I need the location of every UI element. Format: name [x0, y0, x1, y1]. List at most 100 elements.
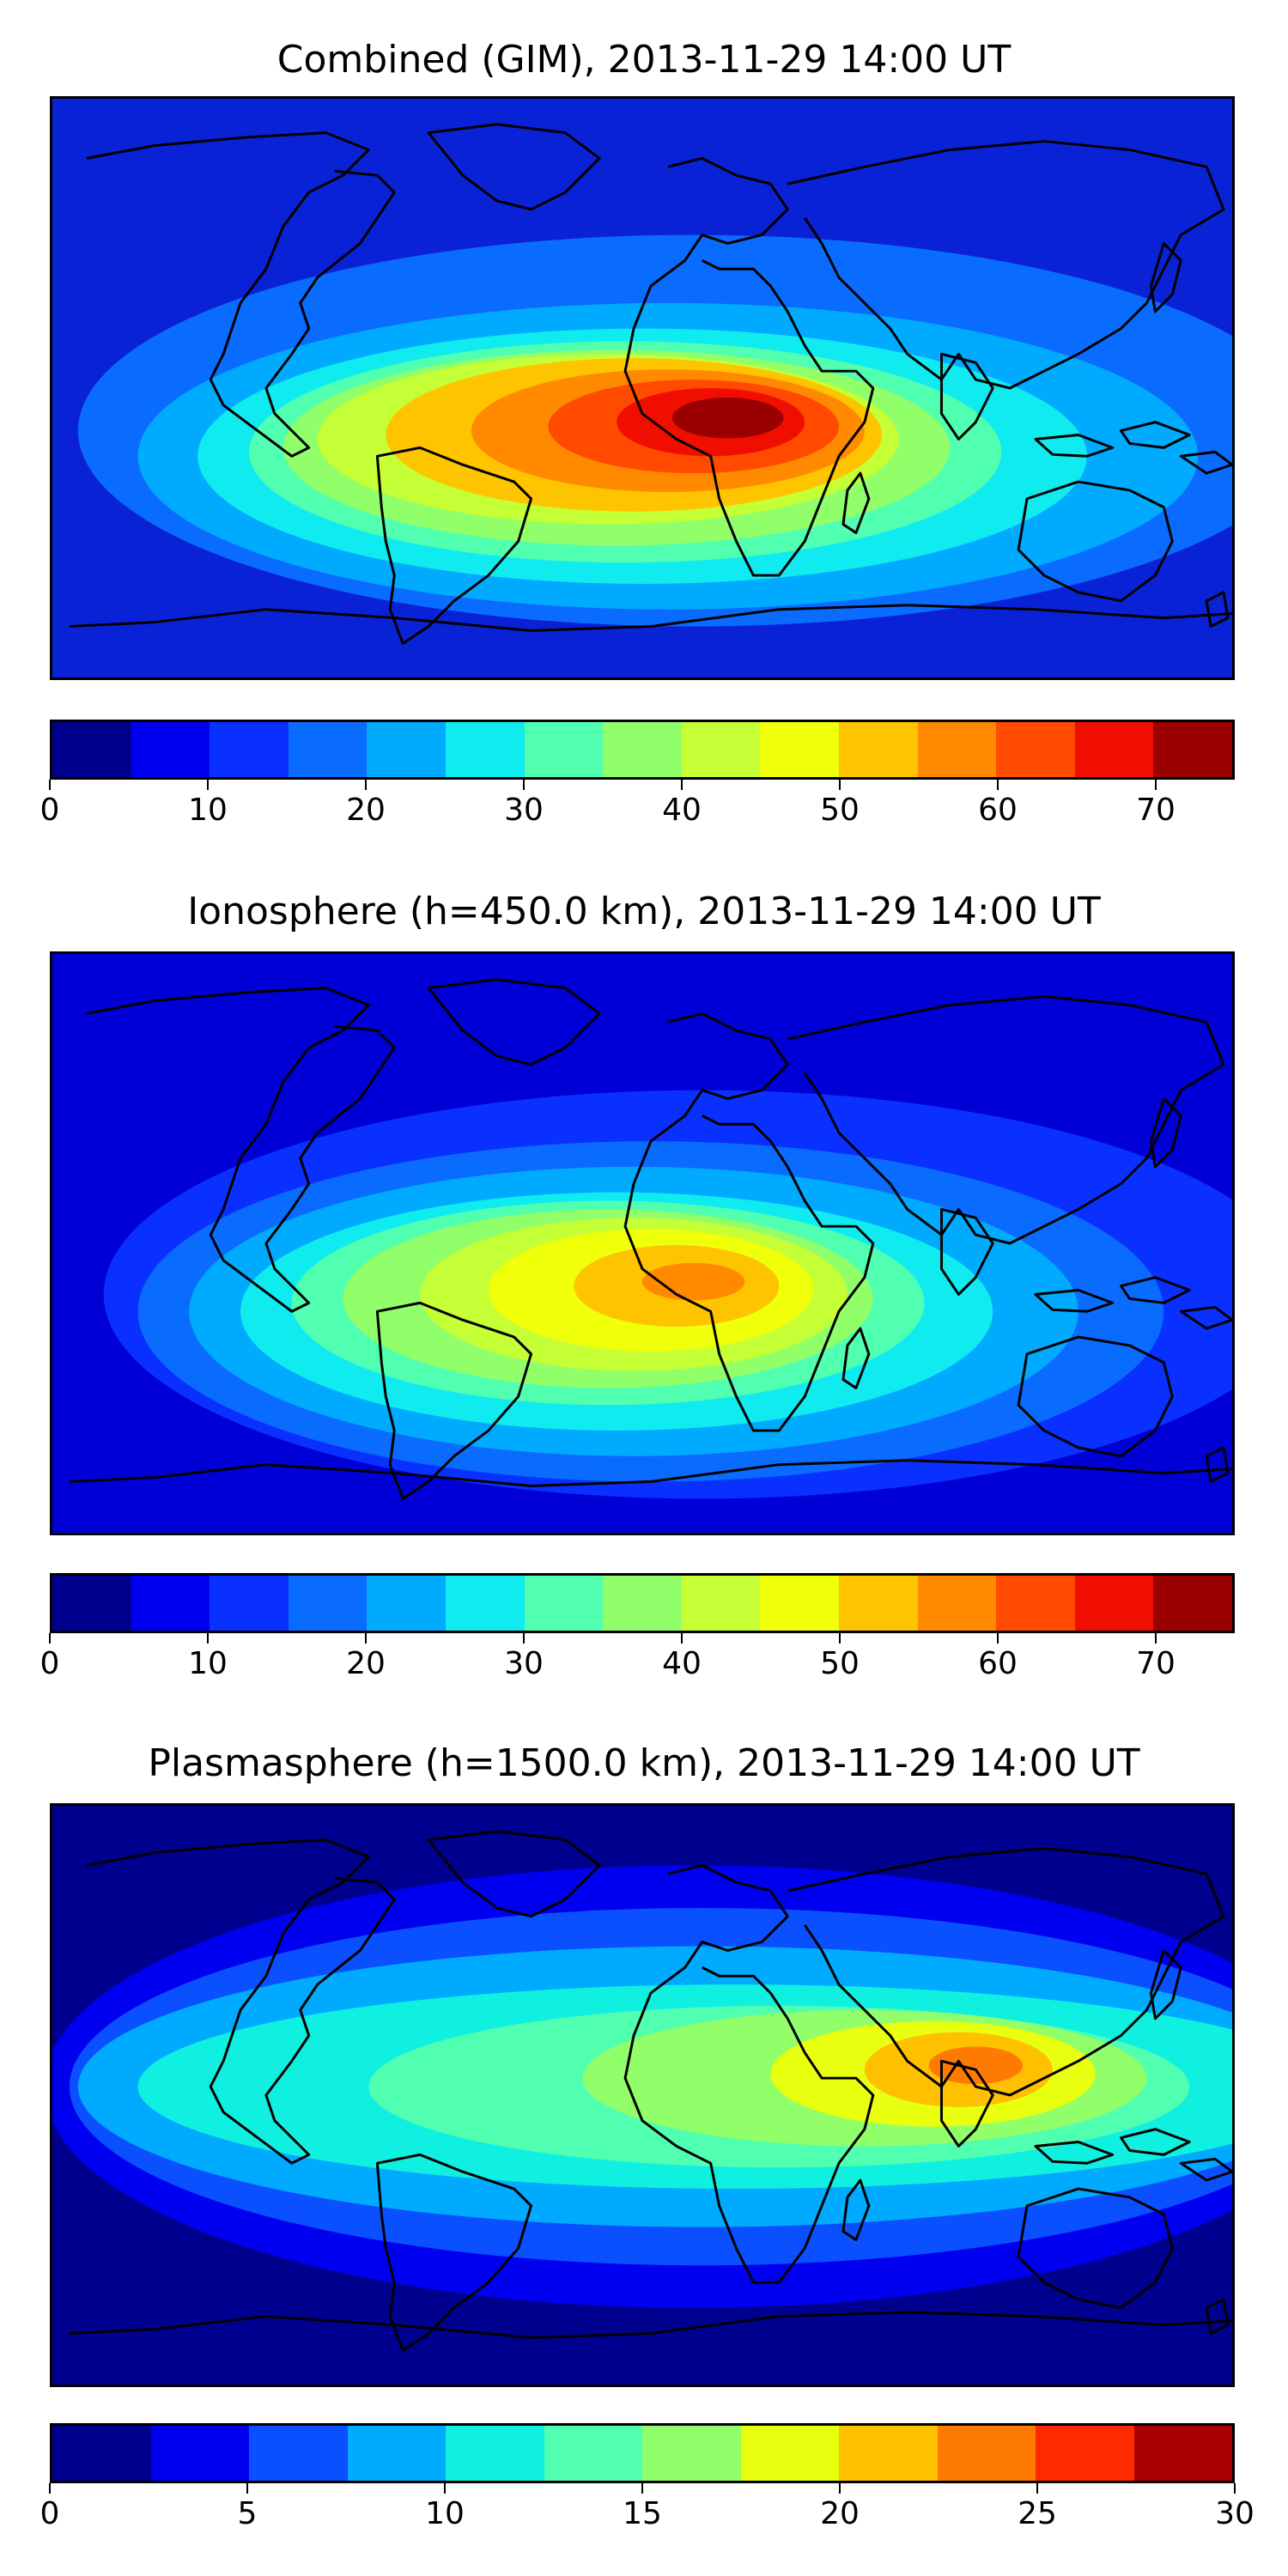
contour-band-8	[928, 2046, 1024, 2085]
colorbar-segment	[1153, 1576, 1232, 1631]
coastline-5	[787, 140, 1225, 390]
coastline-8	[1034, 434, 1115, 458]
colorbar-tick	[444, 2483, 446, 2494]
coastline-3	[623, 1012, 875, 1432]
coastline-0	[86, 131, 396, 458]
colorbar-tick-label: 50	[820, 793, 860, 828]
colorbar-tick-label: 70	[1136, 793, 1176, 828]
coastline-0	[86, 1838, 396, 2165]
colorbar-tick-label: 20	[346, 1646, 386, 1681]
coastline-8	[1034, 1289, 1115, 1313]
map-svg	[52, 1806, 1232, 2385]
colorbar-segment	[288, 722, 368, 777]
colorbar-tick	[523, 1633, 525, 1643]
coastline-7	[1149, 1097, 1182, 1169]
colorbar-segment	[603, 1576, 682, 1631]
coastline-1	[427, 1830, 601, 1918]
coastline-12	[1205, 1446, 1230, 1484]
colorbar-segment	[445, 722, 525, 777]
coastline-5	[787, 995, 1225, 1245]
colorbar-tick	[997, 780, 999, 790]
colorbar-segment	[996, 722, 1075, 777]
colorbar-tick	[365, 780, 367, 790]
coastline-2	[375, 446, 533, 645]
colorbar-tick-label: 20	[820, 2496, 860, 2531]
colorbar-segment	[210, 1576, 289, 1631]
colorbar-tick-label: 30	[1215, 2496, 1255, 2531]
colorbar-tick-label: 40	[662, 1646, 702, 1681]
coastline-10	[1179, 1305, 1232, 1330]
colorbar-tick	[523, 780, 525, 790]
colorbar-segment	[681, 1576, 761, 1631]
colorbar-segment	[288, 1576, 368, 1631]
colorbar-segment	[917, 1576, 997, 1631]
colorbar-tick	[1155, 780, 1157, 790]
coastline-1	[427, 978, 601, 1066]
colorbar-tick-label: 10	[425, 2496, 465, 2531]
colorbar-segment	[52, 1576, 131, 1631]
contour-band-10	[671, 397, 784, 439]
colorbar-tick-label: 10	[188, 1646, 228, 1681]
colorbar-tick	[246, 2483, 248, 2494]
coastline-6	[939, 352, 994, 440]
colorbar-tick	[681, 1633, 683, 1643]
colorbar-segment	[52, 2426, 151, 2481]
colorbar-tick-label: 70	[1136, 1646, 1176, 1681]
coastline-4	[841, 2178, 871, 2241]
colorbar-segment	[760, 722, 839, 777]
colorbar-tick	[1234, 2483, 1236, 2494]
colorbar-tick-label: 40	[662, 793, 702, 828]
coastline-3	[623, 1863, 875, 2284]
colorbar-tick	[365, 1633, 367, 1643]
colorbar-segment	[131, 1576, 210, 1631]
coastline-6	[939, 2059, 994, 2148]
colorbar-segment	[1133, 2426, 1232, 2481]
colorbar-tick-label: 20	[346, 793, 386, 828]
map-combined	[50, 96, 1235, 680]
colorbar-segment	[544, 2426, 642, 2481]
coastline-3	[623, 156, 875, 577]
colorbar-tick	[839, 780, 841, 790]
coastline-11	[1017, 2187, 1174, 2310]
coastline-12	[1205, 2298, 1230, 2336]
coastline-7	[1149, 1949, 1182, 2020]
colorbar-segment	[131, 722, 210, 777]
coastline-8	[1034, 2141, 1115, 2165]
coastline-2	[375, 1301, 533, 1500]
coastline-11	[1017, 1335, 1174, 1458]
colorbar-tick	[1036, 2483, 1038, 2494]
colorbar-tick	[997, 1633, 999, 1643]
colorbar-segment	[937, 2426, 1036, 2481]
contour-band-9	[642, 1262, 745, 1301]
colorbar-tick	[207, 780, 209, 790]
colorbar-segment	[367, 1576, 446, 1631]
panel-title-plasmasphere: Plasmasphere (h=1500.0 km), 2013-11-29 1…	[148, 1741, 1140, 1785]
colorbar-segment	[1074, 722, 1154, 777]
colorbar-tick-label: 10	[188, 793, 228, 828]
colorbar-segment	[524, 722, 604, 777]
coastline-5	[787, 1847, 1225, 2097]
coastline-9	[1120, 1276, 1191, 1304]
panel-title-combined: Combined (GIM), 2013-11-29 14:00 UT	[276, 38, 1012, 82]
colorbar-segment	[367, 722, 446, 777]
colorbar-tick	[49, 780, 51, 790]
colorbar-segment	[1036, 2426, 1134, 2481]
coastline-9	[1120, 421, 1191, 449]
colorbar-tick-label: 50	[820, 1646, 860, 1681]
colorbar-tick	[839, 1633, 841, 1643]
colorbar-segment	[838, 722, 918, 777]
colorbar-segment	[446, 2426, 544, 2481]
coastline-10	[1179, 2157, 1232, 2182]
colorbar-tick-label: 5	[237, 2496, 258, 2531]
colorbar-tick	[641, 2483, 643, 2494]
colorbar-tick	[1155, 1633, 1157, 1643]
map-svg	[52, 99, 1232, 677]
coastline-7	[1149, 242, 1182, 313]
coastline-9	[1120, 2128, 1191, 2156]
colorbar-segment	[681, 722, 761, 777]
colorbar-tick-label: 0	[39, 1646, 60, 1681]
coastline-11	[1017, 480, 1174, 603]
colorbar-tick-label: 0	[39, 2496, 60, 2531]
colorbar-segment	[445, 1576, 525, 1631]
colorbar-segment	[150, 2426, 249, 2481]
